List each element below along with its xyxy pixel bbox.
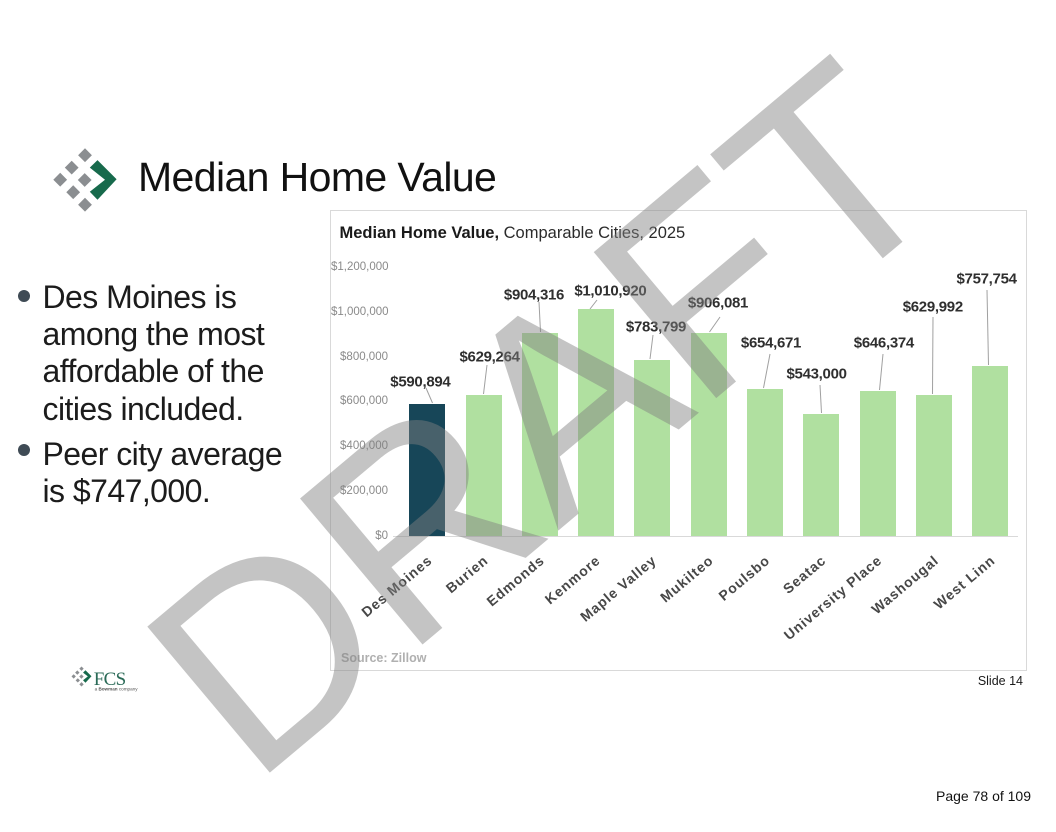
svg-text:FCS: FCS <box>94 669 126 690</box>
svg-text:a Bowman company: a Bowman company <box>95 687 139 692</box>
